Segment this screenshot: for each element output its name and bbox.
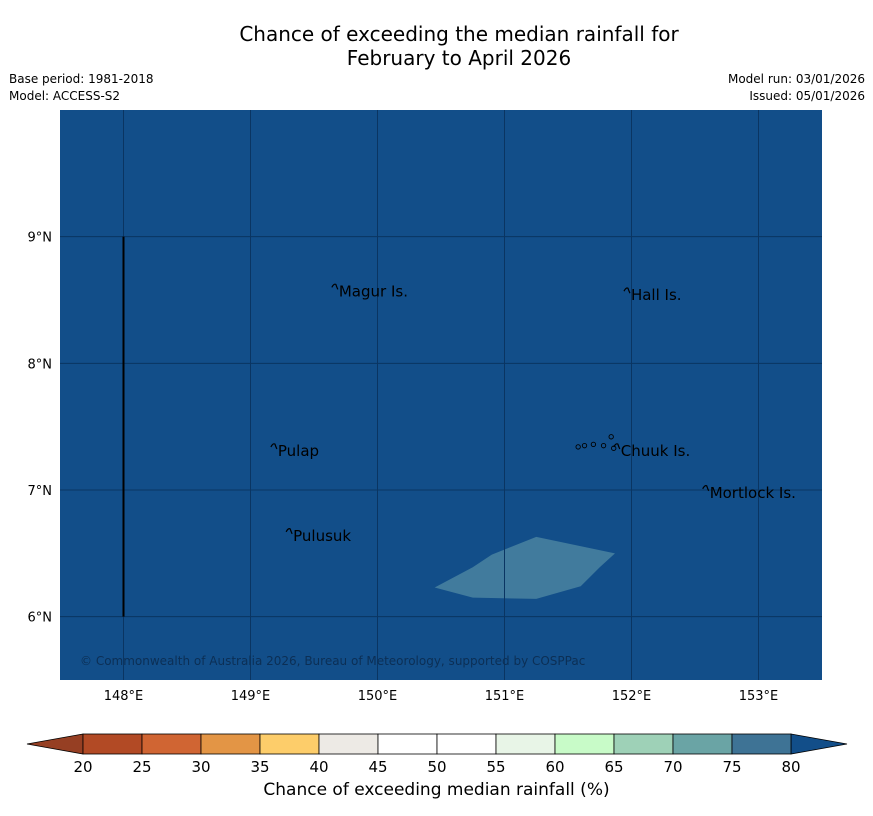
y-tick-label: 6°N	[28, 611, 53, 626]
island-outline	[611, 445, 617, 451]
colorbar-tick-label: 35	[250, 758, 269, 776]
colorbar-tick-label: 60	[545, 758, 564, 776]
colorbar-tick-label: 40	[309, 758, 328, 776]
x-tick-label: 151°E	[485, 689, 525, 704]
island-outline	[608, 434, 614, 440]
model-name: Model: ACCESS-S2	[9, 89, 121, 103]
colorbar-segment	[141, 733, 202, 755]
x-tick-label: 149°E	[231, 689, 271, 704]
colorbar-tick-label: 25	[132, 758, 151, 776]
y-tick-label: 7°N	[28, 484, 53, 499]
colorbar-segment	[200, 733, 261, 755]
place-label: Mortlock Is.	[710, 484, 796, 502]
issued-date: Issued: 05/01/2026	[749, 89, 865, 103]
y-tick-label: 9°N	[28, 231, 53, 246]
colorbar-segment	[731, 733, 792, 755]
x-tick-label: 148°E	[104, 689, 144, 704]
x-tick-label: 152°E	[612, 689, 652, 704]
title-line-1: Chance of exceeding the median rainfall …	[239, 22, 679, 46]
island-outline	[590, 441, 597, 448]
y-tick-label: 8°N	[28, 357, 53, 372]
colorbar-segment	[554, 733, 615, 755]
meta-right: Model run: 03/01/2026 Issued: 05/01/2026	[728, 71, 865, 105]
colorbar-tick-label: 80	[781, 758, 800, 776]
place-label: Magur Is.	[339, 282, 408, 300]
place-label: Pulusuk	[293, 527, 351, 545]
place-label: Hall Is.	[631, 286, 682, 304]
colorbar-segment	[672, 733, 733, 755]
copyright-text: © Commonwealth of Australia 2026, Bureau…	[80, 654, 585, 668]
island-outline	[270, 443, 278, 450]
colorbar-segment	[377, 733, 438, 755]
colorbar-extend-high	[790, 733, 848, 755]
island-outline	[331, 283, 339, 290]
island-outline	[581, 443, 588, 449]
colorbar-segment	[259, 733, 320, 755]
colorbar-tick-label: 70	[663, 758, 682, 776]
colorbar-label: Chance of exceeding median rainfall (%)	[263, 780, 610, 800]
higher-probability-region	[434, 536, 615, 599]
model-run: Model run: 03/01/2026	[727, 72, 865, 86]
island-outline	[623, 287, 631, 294]
meta-left: Base period: 1981-2018 Model: ACCESS-S2	[9, 71, 154, 105]
x-tick-label: 150°E	[358, 689, 398, 704]
colorbar-segment	[436, 733, 497, 755]
colorbar-segment	[495, 733, 556, 755]
island-outline	[613, 443, 621, 450]
colorbar-tick-label: 20	[73, 758, 92, 776]
colorbar-segment	[613, 733, 674, 755]
base-period: Base period: 1981-2018	[9, 72, 154, 86]
chart-title: Chance of exceeding the median rainfall …	[0, 22, 873, 70]
colorbar-segment	[82, 733, 143, 755]
island-outline	[575, 444, 581, 450]
island-outline	[702, 485, 710, 492]
colorbar-segment	[318, 733, 379, 755]
colorbar-extend-low	[26, 733, 84, 755]
colorbar-tick-label: 55	[486, 758, 505, 776]
map-background	[60, 110, 822, 680]
colorbar-tick-label: 45	[368, 758, 387, 776]
island-outline	[285, 528, 293, 535]
place-label: Chuuk Is.	[621, 442, 690, 460]
colorbar-tick-label: 50	[427, 758, 446, 776]
title-line-2: February to April 2026	[346, 46, 572, 70]
colorbar-tick-label: 65	[604, 758, 623, 776]
colorbar-tick-label: 30	[191, 758, 210, 776]
colorbar-tick-label: 75	[722, 758, 741, 776]
island-outline	[600, 443, 607, 449]
x-tick-label: 153°E	[739, 689, 779, 704]
place-label: Pulap	[278, 442, 319, 460]
